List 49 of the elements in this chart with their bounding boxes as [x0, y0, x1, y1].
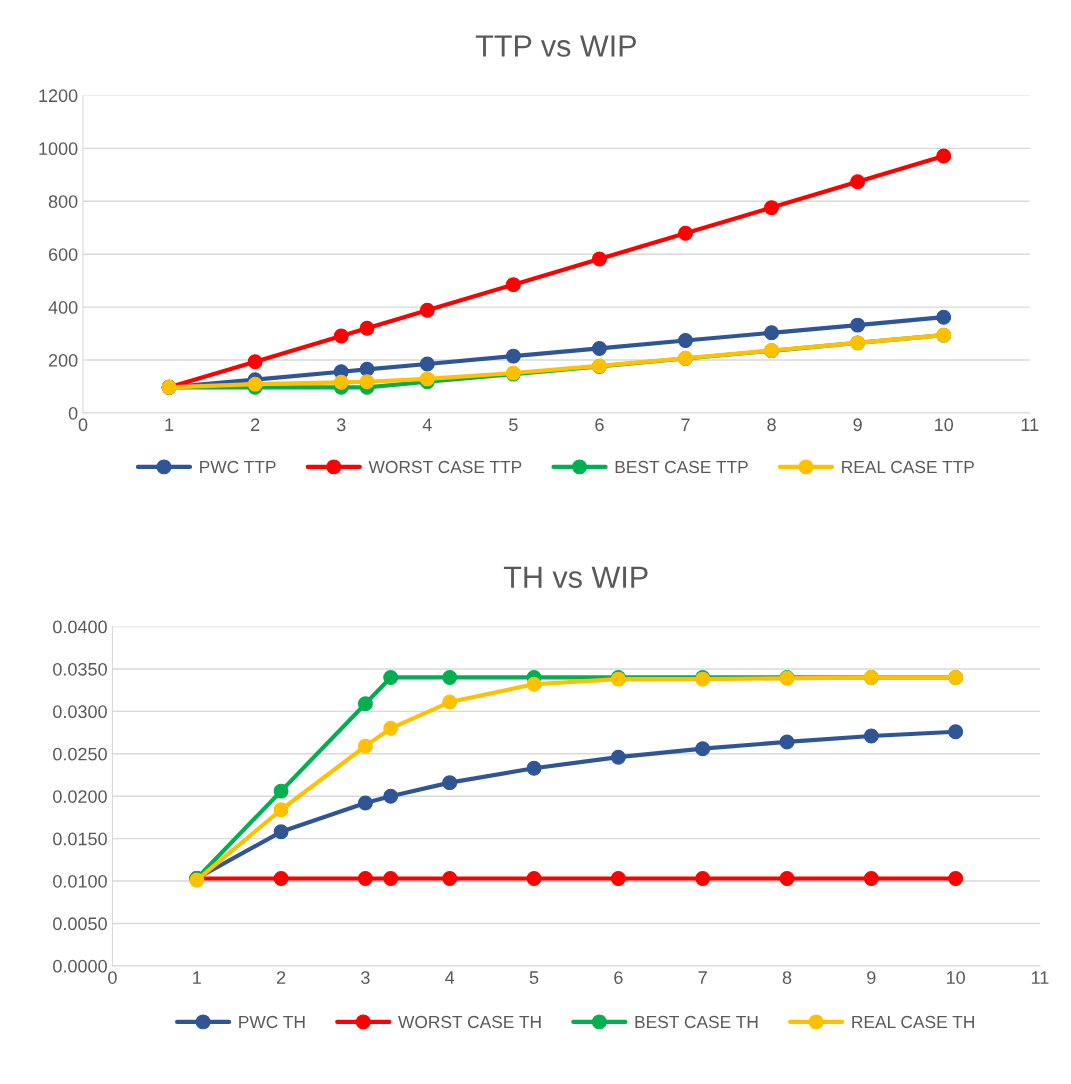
- x-tick-label: 6: [614, 971, 623, 984]
- x-tick-label: 7: [681, 418, 690, 431]
- x-tick-label: 11: [1031, 971, 1049, 984]
- legend-label: WORST CASE TH: [398, 1015, 541, 1029]
- legend-label: BEST CASE TH: [635, 1015, 758, 1029]
- legend-label: BEST CASE TTP: [615, 460, 748, 474]
- x-tick-label: 5: [509, 418, 518, 432]
- y-tick-label: 400: [48, 301, 78, 314]
- x-tick-label: 11: [1021, 418, 1039, 431]
- x-tick-label: 2: [251, 418, 260, 431]
- chart-title: TH vs WIP: [503, 566, 648, 588]
- x-tick-label: 9: [867, 971, 876, 984]
- y-tick-label: 0.0150: [53, 832, 107, 846]
- x-tick-label: 3: [361, 971, 370, 984]
- x-tick-label: 10: [935, 418, 954, 432]
- y-tick-label: 0: [68, 406, 78, 420]
- x-tick-label: 8: [767, 418, 776, 432]
- x-tick-label: 0: [108, 971, 117, 984]
- x-tick-label: 10: [946, 971, 965, 984]
- legend-label: PWC TTP: [200, 460, 276, 474]
- chart-title: TTP vs WIP: [475, 35, 636, 57]
- y-tick-label: 0.0050: [53, 917, 107, 931]
- y-tick-label: 800: [48, 195, 78, 208]
- x-tick-label: 5: [529, 971, 539, 984]
- y-tick-label: 0.0200: [53, 790, 107, 803]
- y-tick-label: 0.0250: [53, 747, 107, 761]
- x-tick-label: 6: [595, 418, 604, 432]
- x-tick-label: 1: [165, 418, 174, 431]
- legend-label: REAL CASE TH: [852, 1015, 974, 1029]
- x-tick-label: 9: [853, 418, 862, 432]
- y-tick-label: 0.0350: [53, 662, 107, 676]
- y-tick-label: 0.0300: [53, 705, 107, 719]
- y-tick-label: 0.0000: [53, 959, 107, 973]
- x-tick-label: 7: [698, 971, 707, 984]
- legend-label: REAL CASE TTP: [842, 460, 974, 474]
- y-tick-label: 0.0100: [53, 874, 107, 888]
- x-tick-label: 4: [422, 418, 432, 431]
- y-tick-label: 0.0400: [53, 620, 107, 634]
- x-tick-label: 2: [276, 971, 286, 984]
- y-tick-label: 1200: [39, 89, 78, 103]
- x-tick-label: 8: [782, 971, 792, 984]
- x-tick-label: 1: [193, 971, 201, 984]
- y-tick-label: 600: [48, 248, 78, 261]
- x-tick-label: 4: [445, 971, 455, 984]
- y-tick-label: 200: [48, 354, 78, 367]
- legend-label: WORST CASE TTP: [368, 460, 522, 474]
- x-tick-label: 3: [336, 418, 346, 432]
- legend-label: PWC TH: [239, 1015, 305, 1029]
- y-tick-label: 1000: [39, 142, 78, 156]
